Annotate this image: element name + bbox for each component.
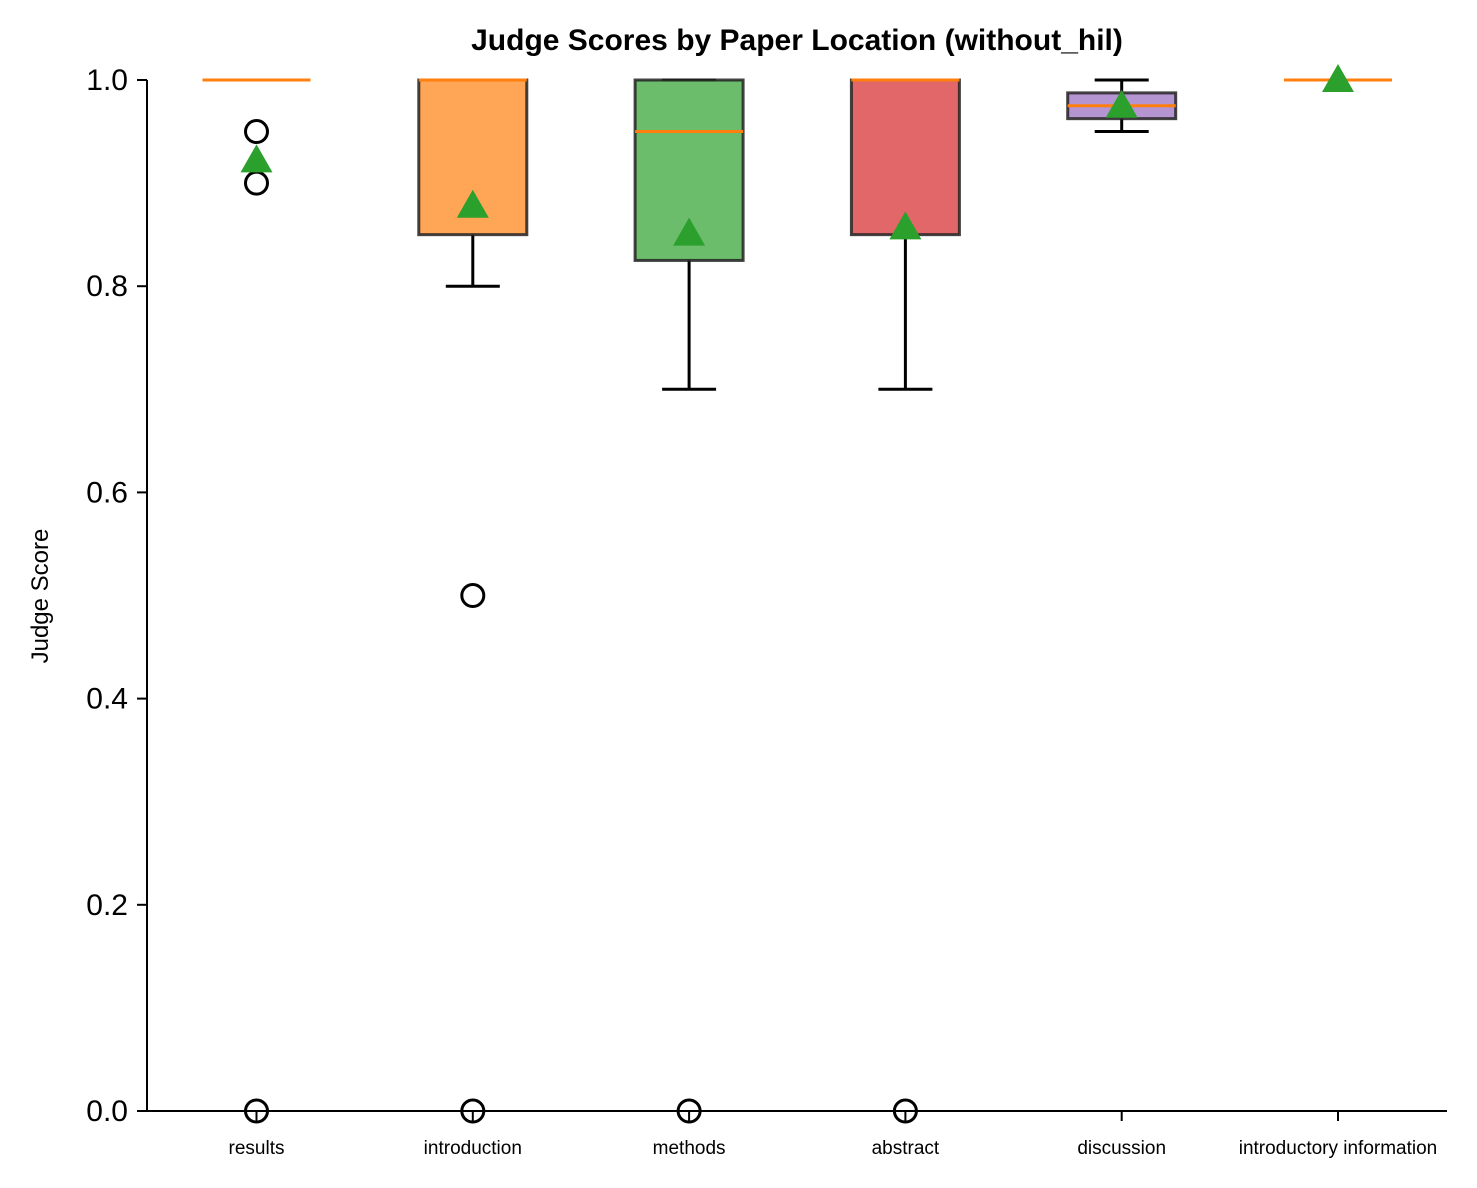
chart-title: Judge Scores by Paper Location (without_…: [471, 24, 1123, 57]
mean-marker: [1322, 64, 1354, 92]
mean-marker: [240, 144, 273, 173]
x-tick-label: methods: [653, 1138, 726, 1159]
mean-marker: [1105, 89, 1138, 118]
box-abstract: [849, 78, 961, 391]
mean-marker: [456, 189, 489, 218]
outlier-point: [244, 170, 269, 196]
y-tick-label: 0.8: [86, 270, 128, 303]
box-body: [849, 78, 961, 237]
y-tick-label: 0.0: [86, 1095, 128, 1128]
axes: 0.0 0.2 0.4 0.6 0.8 1.0 results introduction met…: [86, 64, 1447, 1159]
y-tick-label: 0.6: [86, 476, 128, 509]
y-tick-label: 0.2: [86, 889, 128, 922]
y-tick-label: 0.4: [86, 683, 128, 716]
outlier-point: [676, 1098, 702, 1124]
outlier-point: [892, 1098, 918, 1124]
outlier-point: [460, 583, 486, 608]
y-tick-label: 1.0: [86, 64, 128, 97]
x-tick-label: introduction: [424, 1138, 522, 1159]
x-tick-label: introductory information: [1239, 1138, 1438, 1159]
outlier-point: [244, 119, 269, 145]
boxes: [202, 78, 1392, 391]
x-tick-label: discussion: [1077, 1138, 1166, 1159]
outlier-point: [460, 1098, 486, 1124]
mean-marker: [889, 211, 922, 240]
outlier-point: [244, 1098, 269, 1124]
x-tick-label: results: [229, 1138, 285, 1159]
box-introduction: [417, 78, 529, 288]
mean-marker: [673, 217, 706, 246]
x-tick-label: abstract: [872, 1138, 940, 1159]
markers: [240, 64, 1354, 1124]
